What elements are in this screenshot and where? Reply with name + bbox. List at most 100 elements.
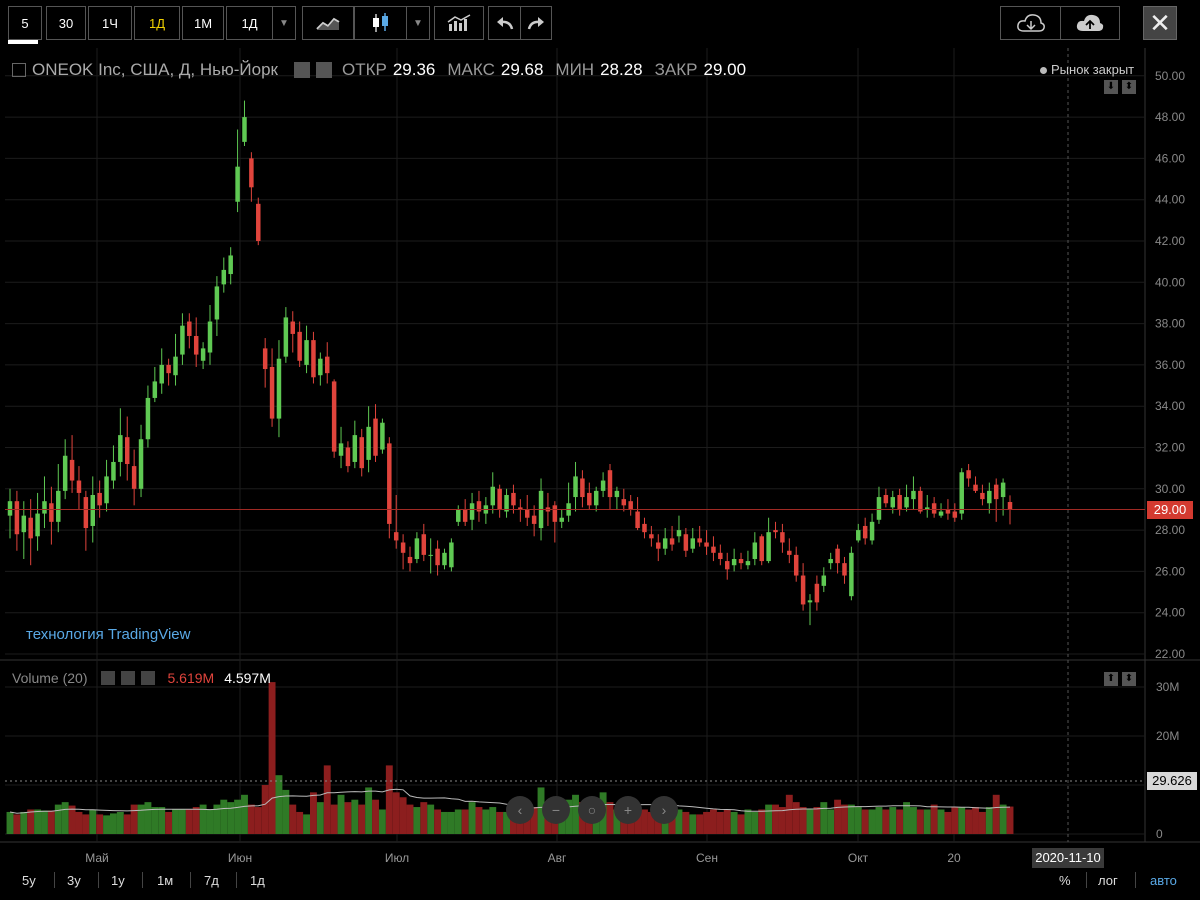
undo-button[interactable] [488, 6, 520, 40]
volume-bar [34, 809, 42, 834]
auto-scale-button[interactable]: авто [1150, 873, 1177, 888]
range-bar [0, 870, 1200, 900]
volume-bar [475, 807, 483, 834]
range-separator [190, 872, 191, 888]
load-layout-button[interactable] [1000, 6, 1060, 40]
eye-icon[interactable] [293, 62, 310, 78]
settings-icon[interactable] [315, 62, 332, 78]
zoom-in-icon[interactable]: + [614, 796, 642, 824]
eye-icon[interactable] [101, 671, 116, 685]
range-1m[interactable]: 1м [157, 873, 174, 888]
volume-bar [310, 792, 317, 834]
volume-bar [861, 809, 869, 834]
volume-bar [482, 809, 490, 834]
time-tick-label: 20 [947, 851, 961, 865]
candle-body [856, 530, 861, 541]
redo-button[interactable] [520, 6, 552, 40]
interval-5-button[interactable]: 5 [8, 6, 42, 40]
volume-bar [351, 799, 359, 834]
reset-icon[interactable]: ○ [578, 796, 606, 824]
range-7d[interactable]: 7д [204, 873, 219, 888]
candle-body [269, 366, 275, 419]
candle-body [249, 158, 254, 188]
range-separator [142, 872, 143, 888]
tradingview-watermark[interactable]: технология TradingView [26, 626, 191, 643]
pane-controls: ⬇ ⬍ [1104, 80, 1136, 94]
volume-bar [316, 802, 324, 834]
price-tick-label: 30.00 [1155, 482, 1185, 496]
volume-bar [510, 811, 517, 834]
volume-bar [206, 809, 214, 834]
close-button[interactable]: ✕ [1143, 6, 1177, 40]
maximize-icon[interactable]: ⬍ [1122, 672, 1136, 686]
candle-body [642, 523, 647, 533]
candle-body [773, 530, 778, 533]
interval-dropdown-button[interactable]: ▼ [272, 6, 296, 40]
candle-body [904, 497, 909, 508]
volume-bar [247, 804, 255, 834]
scroll-right-icon[interactable]: › [650, 796, 678, 824]
candle-body [42, 501, 47, 514]
log-scale-button[interactable]: лог [1098, 873, 1118, 888]
candle-body [511, 492, 516, 506]
chart-area[interactable]: 50.00 48.00 46.00 44.00 42.00 40.00 38.00 36.00… [0, 48, 1200, 870]
price-tick-label: 24.00 [1155, 606, 1185, 620]
price-axis: 50.00 48.00 46.00 44.00 42.00 40.00 38.00 36.00… [85, 69, 1185, 865]
candle-body [690, 538, 695, 549]
arrow-down-icon[interactable]: ⬇ [1104, 80, 1118, 94]
candle-body [235, 166, 240, 202]
volume-bar [765, 804, 773, 834]
arrow-up-icon[interactable]: ⬆ [1104, 672, 1118, 686]
price-chart[interactable]: 50.00 48.00 46.00 44.00 42.00 40.00 38.00 36.00… [0, 48, 1200, 870]
interval-current-button[interactable]: 1Д [226, 6, 272, 40]
candle-body [931, 503, 937, 514]
candle-body [835, 548, 840, 564]
volume-bar [489, 807, 497, 834]
candles-button[interactable] [354, 6, 406, 40]
candle-body [759, 536, 764, 562]
chart-grid [0, 48, 1200, 843]
candle-body [580, 478, 585, 498]
volume-bar [875, 807, 883, 834]
volume-bar [89, 809, 97, 834]
volume-bar [358, 804, 366, 834]
chart-type-dropdown-button[interactable]: ▼ [406, 6, 430, 40]
candle-body [166, 364, 171, 374]
volume-bar [923, 809, 931, 834]
zoom-out-icon[interactable]: − [542, 796, 570, 824]
candle-body [525, 509, 530, 518]
maximize-icon[interactable]: ⬍ [1122, 80, 1136, 94]
percent-scale-button[interactable]: % [1059, 873, 1071, 888]
interval-1d-button[interactable]: 1Д [134, 6, 180, 40]
volume-bar [144, 802, 152, 834]
volume-tick-label: 20M [1156, 729, 1179, 743]
candle-body [462, 509, 468, 522]
candle-body [7, 501, 13, 516]
legend-toggle-icon[interactable] [12, 63, 26, 77]
symbol-legend: ONEOK Inc, США, Д, Нью-Йорк ОТКР 29.36 МА… [12, 60, 746, 80]
range-5y[interactable]: 5у [22, 873, 36, 888]
volume-bar [751, 811, 759, 834]
time-tick-label: Май [85, 851, 109, 865]
candle-body [993, 484, 999, 500]
scroll-left-icon[interactable]: ‹ [506, 796, 534, 824]
remove-icon[interactable] [141, 671, 156, 685]
interval-30-button[interactable]: 30 [46, 6, 86, 40]
candle-body [531, 515, 537, 524]
crosshair-date-badge: 2020-11-10 [1032, 848, 1104, 868]
candle-body [76, 480, 82, 493]
settings-icon[interactable] [121, 671, 136, 685]
area-chart-button[interactable] [302, 6, 354, 40]
range-1d[interactable]: 1д [250, 873, 265, 888]
indicators-button[interactable] [434, 6, 484, 40]
volume-bar [123, 814, 131, 834]
interval-1m-button[interactable]: 1М [182, 6, 224, 40]
volume-bar [399, 797, 407, 834]
volume-bar [103, 815, 110, 834]
volume-bar [737, 814, 745, 834]
save-layout-button[interactable] [1060, 6, 1120, 40]
range-3y[interactable]: 3у [67, 873, 81, 888]
range-1y[interactable]: 1у [111, 873, 125, 888]
candle-body [780, 532, 785, 543]
interval-1h-button[interactable]: 1Ч [88, 6, 132, 40]
